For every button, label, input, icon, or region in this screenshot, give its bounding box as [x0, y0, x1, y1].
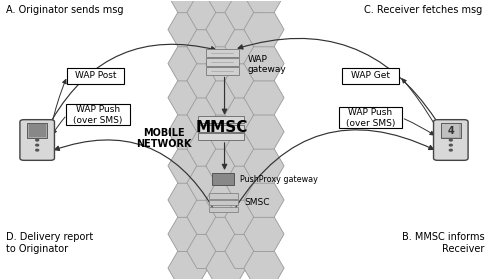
- Polygon shape: [168, 148, 208, 183]
- Circle shape: [449, 139, 452, 141]
- Polygon shape: [206, 46, 246, 81]
- Polygon shape: [244, 12, 284, 47]
- Text: B. MMSC informs
Receiver: B. MMSC informs Receiver: [402, 232, 485, 254]
- Text: A. Originator sends msg: A. Originator sends msg: [5, 5, 123, 15]
- Polygon shape: [225, 97, 265, 132]
- FancyBboxPatch shape: [441, 123, 461, 138]
- FancyBboxPatch shape: [198, 116, 244, 123]
- Polygon shape: [168, 251, 208, 280]
- FancyBboxPatch shape: [198, 125, 244, 132]
- FancyBboxPatch shape: [433, 120, 468, 160]
- Text: WAP Push
(over SMS): WAP Push (over SMS): [346, 108, 395, 128]
- Text: D. Delivery report
to Originator: D. Delivery report to Originator: [5, 232, 93, 254]
- Polygon shape: [206, 183, 246, 217]
- Polygon shape: [187, 29, 227, 64]
- Polygon shape: [187, 200, 227, 234]
- Circle shape: [36, 139, 39, 141]
- Text: SMSC: SMSC: [244, 198, 269, 207]
- Polygon shape: [225, 200, 265, 234]
- Polygon shape: [168, 80, 208, 115]
- Polygon shape: [206, 0, 246, 13]
- FancyBboxPatch shape: [206, 50, 239, 57]
- Polygon shape: [168, 115, 208, 149]
- Text: WAP
gateway: WAP gateway: [248, 55, 286, 74]
- Polygon shape: [244, 115, 284, 149]
- Polygon shape: [168, 0, 208, 13]
- Text: MMSC: MMSC: [196, 120, 248, 135]
- Text: WAP Get: WAP Get: [351, 71, 390, 80]
- Polygon shape: [187, 165, 227, 200]
- FancyBboxPatch shape: [20, 120, 55, 160]
- FancyBboxPatch shape: [27, 123, 47, 138]
- FancyBboxPatch shape: [443, 125, 459, 137]
- Polygon shape: [187, 0, 227, 30]
- Text: MOBILE
NETWORK: MOBILE NETWORK: [136, 128, 191, 150]
- Polygon shape: [206, 251, 246, 280]
- Text: PushProxy gateway: PushProxy gateway: [240, 174, 318, 183]
- Polygon shape: [168, 12, 208, 47]
- FancyBboxPatch shape: [66, 104, 130, 125]
- Polygon shape: [206, 217, 246, 251]
- Polygon shape: [206, 12, 246, 47]
- Polygon shape: [225, 0, 265, 30]
- Text: C. Receiver fetches msg: C. Receiver fetches msg: [364, 5, 483, 15]
- Text: WAP Push
(over SMS): WAP Push (over SMS): [73, 105, 122, 125]
- Polygon shape: [187, 234, 227, 269]
- Circle shape: [36, 149, 39, 151]
- FancyBboxPatch shape: [29, 125, 45, 137]
- Polygon shape: [244, 251, 284, 280]
- Text: WAP Post: WAP Post: [75, 71, 116, 80]
- FancyBboxPatch shape: [339, 107, 402, 128]
- Circle shape: [36, 144, 39, 146]
- FancyBboxPatch shape: [198, 133, 244, 140]
- Polygon shape: [168, 217, 208, 251]
- FancyBboxPatch shape: [206, 58, 239, 66]
- Polygon shape: [168, 183, 208, 217]
- Polygon shape: [244, 46, 284, 81]
- FancyBboxPatch shape: [206, 67, 239, 74]
- Polygon shape: [206, 148, 246, 183]
- Polygon shape: [225, 165, 265, 200]
- FancyBboxPatch shape: [209, 193, 238, 199]
- Polygon shape: [225, 63, 265, 98]
- Circle shape: [449, 144, 452, 146]
- Polygon shape: [187, 63, 227, 98]
- Polygon shape: [187, 131, 227, 166]
- Polygon shape: [206, 80, 246, 115]
- FancyBboxPatch shape: [67, 68, 124, 84]
- Polygon shape: [244, 217, 284, 251]
- Text: 4: 4: [447, 126, 454, 136]
- Polygon shape: [244, 183, 284, 217]
- Polygon shape: [244, 0, 284, 13]
- Polygon shape: [225, 29, 265, 64]
- Polygon shape: [225, 131, 265, 166]
- FancyBboxPatch shape: [209, 207, 238, 213]
- FancyBboxPatch shape: [212, 173, 234, 185]
- Polygon shape: [206, 115, 246, 149]
- Polygon shape: [225, 234, 265, 269]
- Polygon shape: [244, 80, 284, 115]
- FancyBboxPatch shape: [209, 200, 238, 206]
- Polygon shape: [244, 148, 284, 183]
- Polygon shape: [187, 97, 227, 132]
- Circle shape: [449, 149, 452, 151]
- FancyBboxPatch shape: [342, 68, 399, 84]
- Polygon shape: [168, 46, 208, 81]
